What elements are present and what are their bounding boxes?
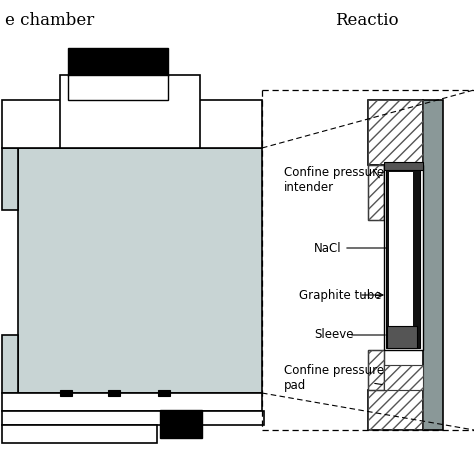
Bar bbox=[384, 365, 423, 390]
Polygon shape bbox=[2, 148, 18, 210]
Bar bbox=[368, 350, 384, 390]
Bar bbox=[389, 172, 413, 330]
Text: Confine pressure
intender: Confine pressure intender bbox=[284, 166, 384, 194]
Bar bbox=[158, 390, 170, 396]
Bar bbox=[68, 75, 168, 100]
Bar bbox=[60, 75, 200, 148]
Polygon shape bbox=[2, 335, 18, 393]
Bar bbox=[2, 393, 262, 411]
Text: e chamber: e chamber bbox=[5, 12, 94, 29]
Bar bbox=[368, 390, 423, 430]
Bar bbox=[2, 100, 262, 148]
Bar bbox=[368, 165, 384, 220]
Text: NaCl: NaCl bbox=[314, 241, 342, 255]
Bar bbox=[2, 425, 157, 443]
Bar bbox=[368, 350, 384, 390]
Text: Graphite tube: Graphite tube bbox=[299, 289, 382, 301]
Polygon shape bbox=[18, 148, 262, 393]
Bar bbox=[2, 411, 264, 425]
Bar bbox=[386, 168, 420, 348]
Bar bbox=[384, 365, 423, 390]
Text: Reactio: Reactio bbox=[335, 12, 399, 29]
Bar bbox=[60, 390, 72, 396]
Bar bbox=[108, 390, 120, 396]
Bar bbox=[68, 48, 168, 76]
Bar bbox=[160, 410, 202, 438]
Bar bbox=[368, 165, 384, 220]
Text: Sleeve: Sleeve bbox=[314, 328, 354, 341]
Bar bbox=[390, 174, 410, 328]
Bar bbox=[368, 100, 423, 165]
Bar bbox=[368, 100, 423, 165]
Text: Confine pressure
pad: Confine pressure pad bbox=[284, 364, 384, 392]
Bar bbox=[368, 390, 423, 430]
Bar bbox=[384, 162, 423, 170]
Bar bbox=[387, 326, 417, 348]
Bar bbox=[423, 100, 443, 430]
Bar bbox=[384, 165, 423, 350]
